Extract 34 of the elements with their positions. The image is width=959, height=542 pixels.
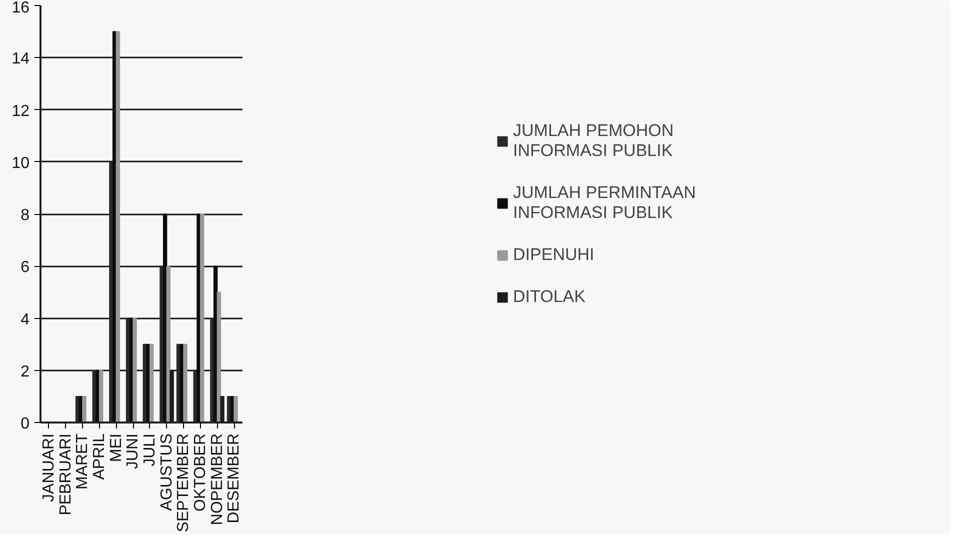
y-tick-label: 2 <box>20 363 30 380</box>
bar <box>132 318 137 422</box>
x-tick-label: JANUARI <box>40 434 58 502</box>
y-tick-label: 12 <box>12 102 30 120</box>
bar <box>200 214 204 422</box>
x-tick-label: APRIL <box>90 433 108 480</box>
bar <box>183 344 188 422</box>
legend-label: DIPENUHI <box>513 244 594 264</box>
x-tick-label: OKTOBER <box>192 433 209 512</box>
x-tick-label: JUNI <box>124 433 142 470</box>
y-tick-label: 4 <box>20 311 30 328</box>
x-tick-label: AGUSTUS <box>158 434 176 511</box>
x-tick-label: PEBRUARI <box>57 434 74 516</box>
legend-label: DITOLAK <box>513 286 586 306</box>
legend-label: JUMLAH PEMOHON INFORMASI PUBLIK <box>513 120 674 160</box>
legend-label: JUMLAH PERMINTAAN INFORMASI PUBLIK <box>513 182 696 222</box>
x-tick-label: MEI <box>108 433 125 462</box>
bar <box>150 344 154 422</box>
y-tick-label: 8 <box>20 207 30 224</box>
y-tick-label: 14 <box>12 50 30 68</box>
x-tick-label: JULI <box>141 433 158 466</box>
y-tick-label: 10 <box>12 154 30 172</box>
x-tick-label: DESEMBER <box>226 434 243 524</box>
x-tick-label: SEPTEMBER <box>175 434 192 532</box>
y-tick-label: 16 <box>12 0 30 16</box>
y-tick-label: 0 <box>20 416 30 432</box>
x-tick-label: MARET <box>74 433 92 490</box>
bar <box>216 292 222 422</box>
bar <box>116 31 120 422</box>
bar <box>234 396 238 422</box>
bar <box>99 370 104 422</box>
x-tick-label: NOPEMBER <box>208 433 226 526</box>
bar <box>82 396 86 422</box>
y-tick-label: 6 <box>20 259 30 276</box>
